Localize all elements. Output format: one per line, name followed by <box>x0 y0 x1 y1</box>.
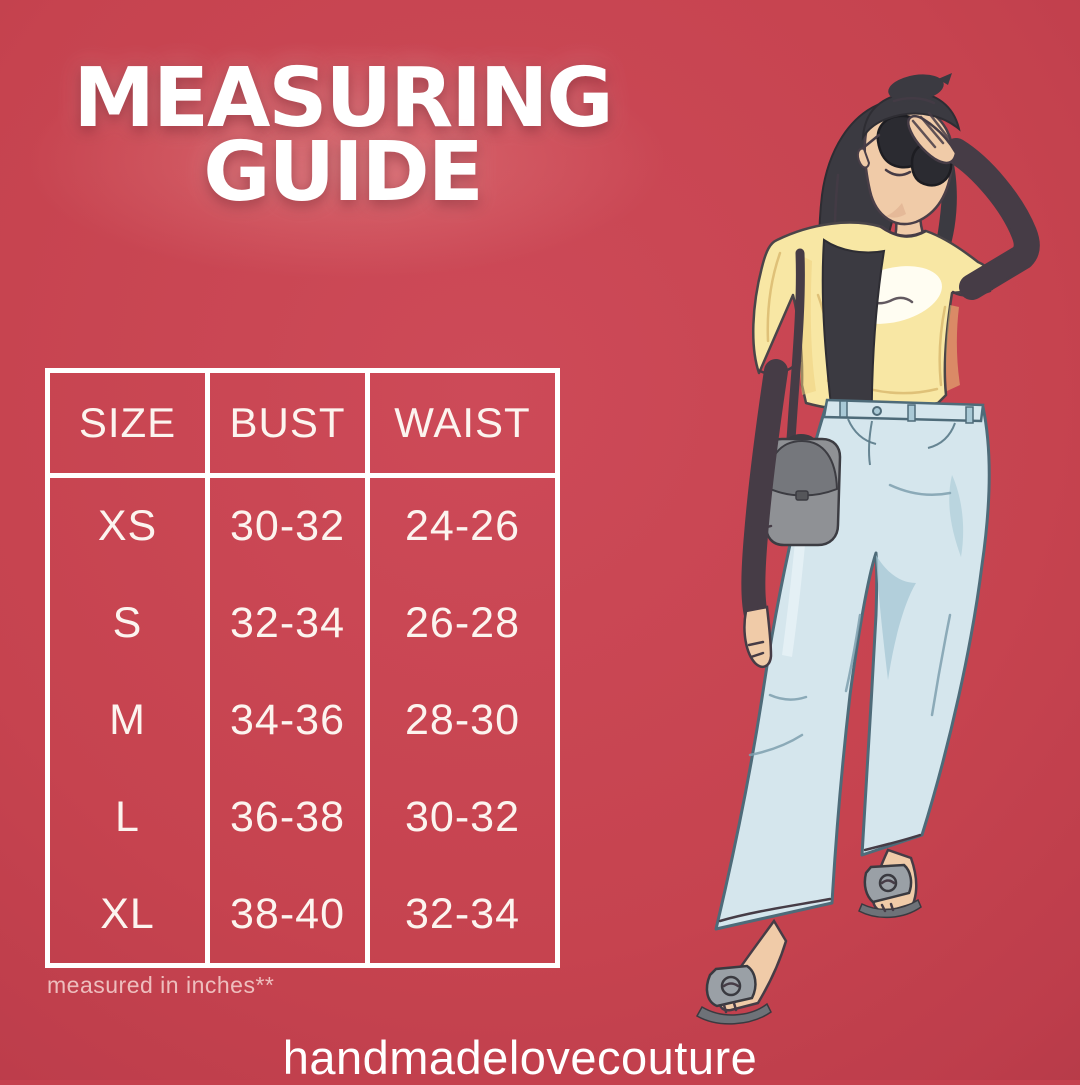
table-cell-waist: 32-34 <box>405 890 520 938</box>
hair-top <box>861 73 961 141</box>
left-arm <box>741 359 788 668</box>
table-cell-waist: 26-28 <box>405 599 520 647</box>
title-line-2: GUIDE <box>203 124 483 220</box>
table-cell-size: XL <box>50 866 210 963</box>
jeans-button <box>872 406 882 416</box>
table-cell-waist: 24-26 <box>405 502 520 550</box>
table-header-bust: BUST <box>210 373 370 478</box>
table-cell-bust: 36-38 <box>210 769 370 866</box>
table-cell-size: S <box>50 575 210 672</box>
handbag <box>763 248 842 547</box>
brand-name: handmadelovecouture <box>282 1031 758 1084</box>
table-cell-bust: 30-32 <box>210 478 370 575</box>
size-table: SIZE BUST WAIST XS 30-32 24-26 S 32-34 2… <box>45 368 560 968</box>
left-hand <box>743 605 773 668</box>
table-cell-size: L <box>50 769 210 866</box>
woman-illustration <box>695 73 1040 1025</box>
raised-arm <box>907 111 1040 300</box>
left-sandal <box>695 918 788 1025</box>
table-cell-bust: 34-36 <box>210 672 370 769</box>
table-header-waist: WAIST <box>370 373 555 478</box>
bracelet <box>745 521 773 529</box>
right-sandal <box>858 848 922 919</box>
jeans <box>714 398 991 931</box>
table-cell-waist: 28-30 <box>405 696 520 744</box>
table-cell-waist: 30-32 <box>405 793 520 841</box>
table-cell-size: M <box>50 672 210 769</box>
table-cell-size: XS <box>50 478 210 575</box>
table-cell-bust: 32-34 <box>210 575 370 672</box>
table-header-size: SIZE <box>50 373 210 478</box>
table-cell-bust: 38-40 <box>210 866 370 963</box>
table-footnote: measured in inches** <box>47 972 275 998</box>
waistband <box>822 398 985 423</box>
page-title: MEASURING GUIDE <box>35 51 650 220</box>
title-line-1: MEASURING <box>73 51 613 146</box>
ear <box>856 147 871 169</box>
